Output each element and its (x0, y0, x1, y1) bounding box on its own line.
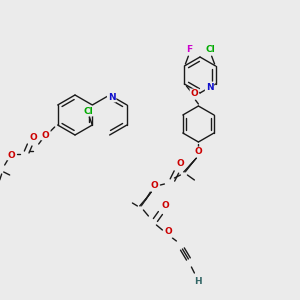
Text: O: O (151, 182, 158, 190)
Text: H: H (195, 278, 202, 286)
Text: F: F (186, 46, 193, 55)
Text: Cl: Cl (83, 106, 93, 116)
Text: N: N (108, 92, 116, 101)
Text: O: O (42, 130, 50, 140)
Text: O: O (164, 227, 172, 236)
Text: O: O (190, 89, 198, 98)
Text: Cl: Cl (206, 46, 215, 55)
Text: O: O (194, 148, 202, 157)
Text: O: O (8, 151, 16, 160)
Text: O: O (176, 160, 184, 169)
Text: N: N (206, 82, 213, 91)
Text: O: O (161, 202, 169, 211)
Text: O: O (30, 133, 38, 142)
